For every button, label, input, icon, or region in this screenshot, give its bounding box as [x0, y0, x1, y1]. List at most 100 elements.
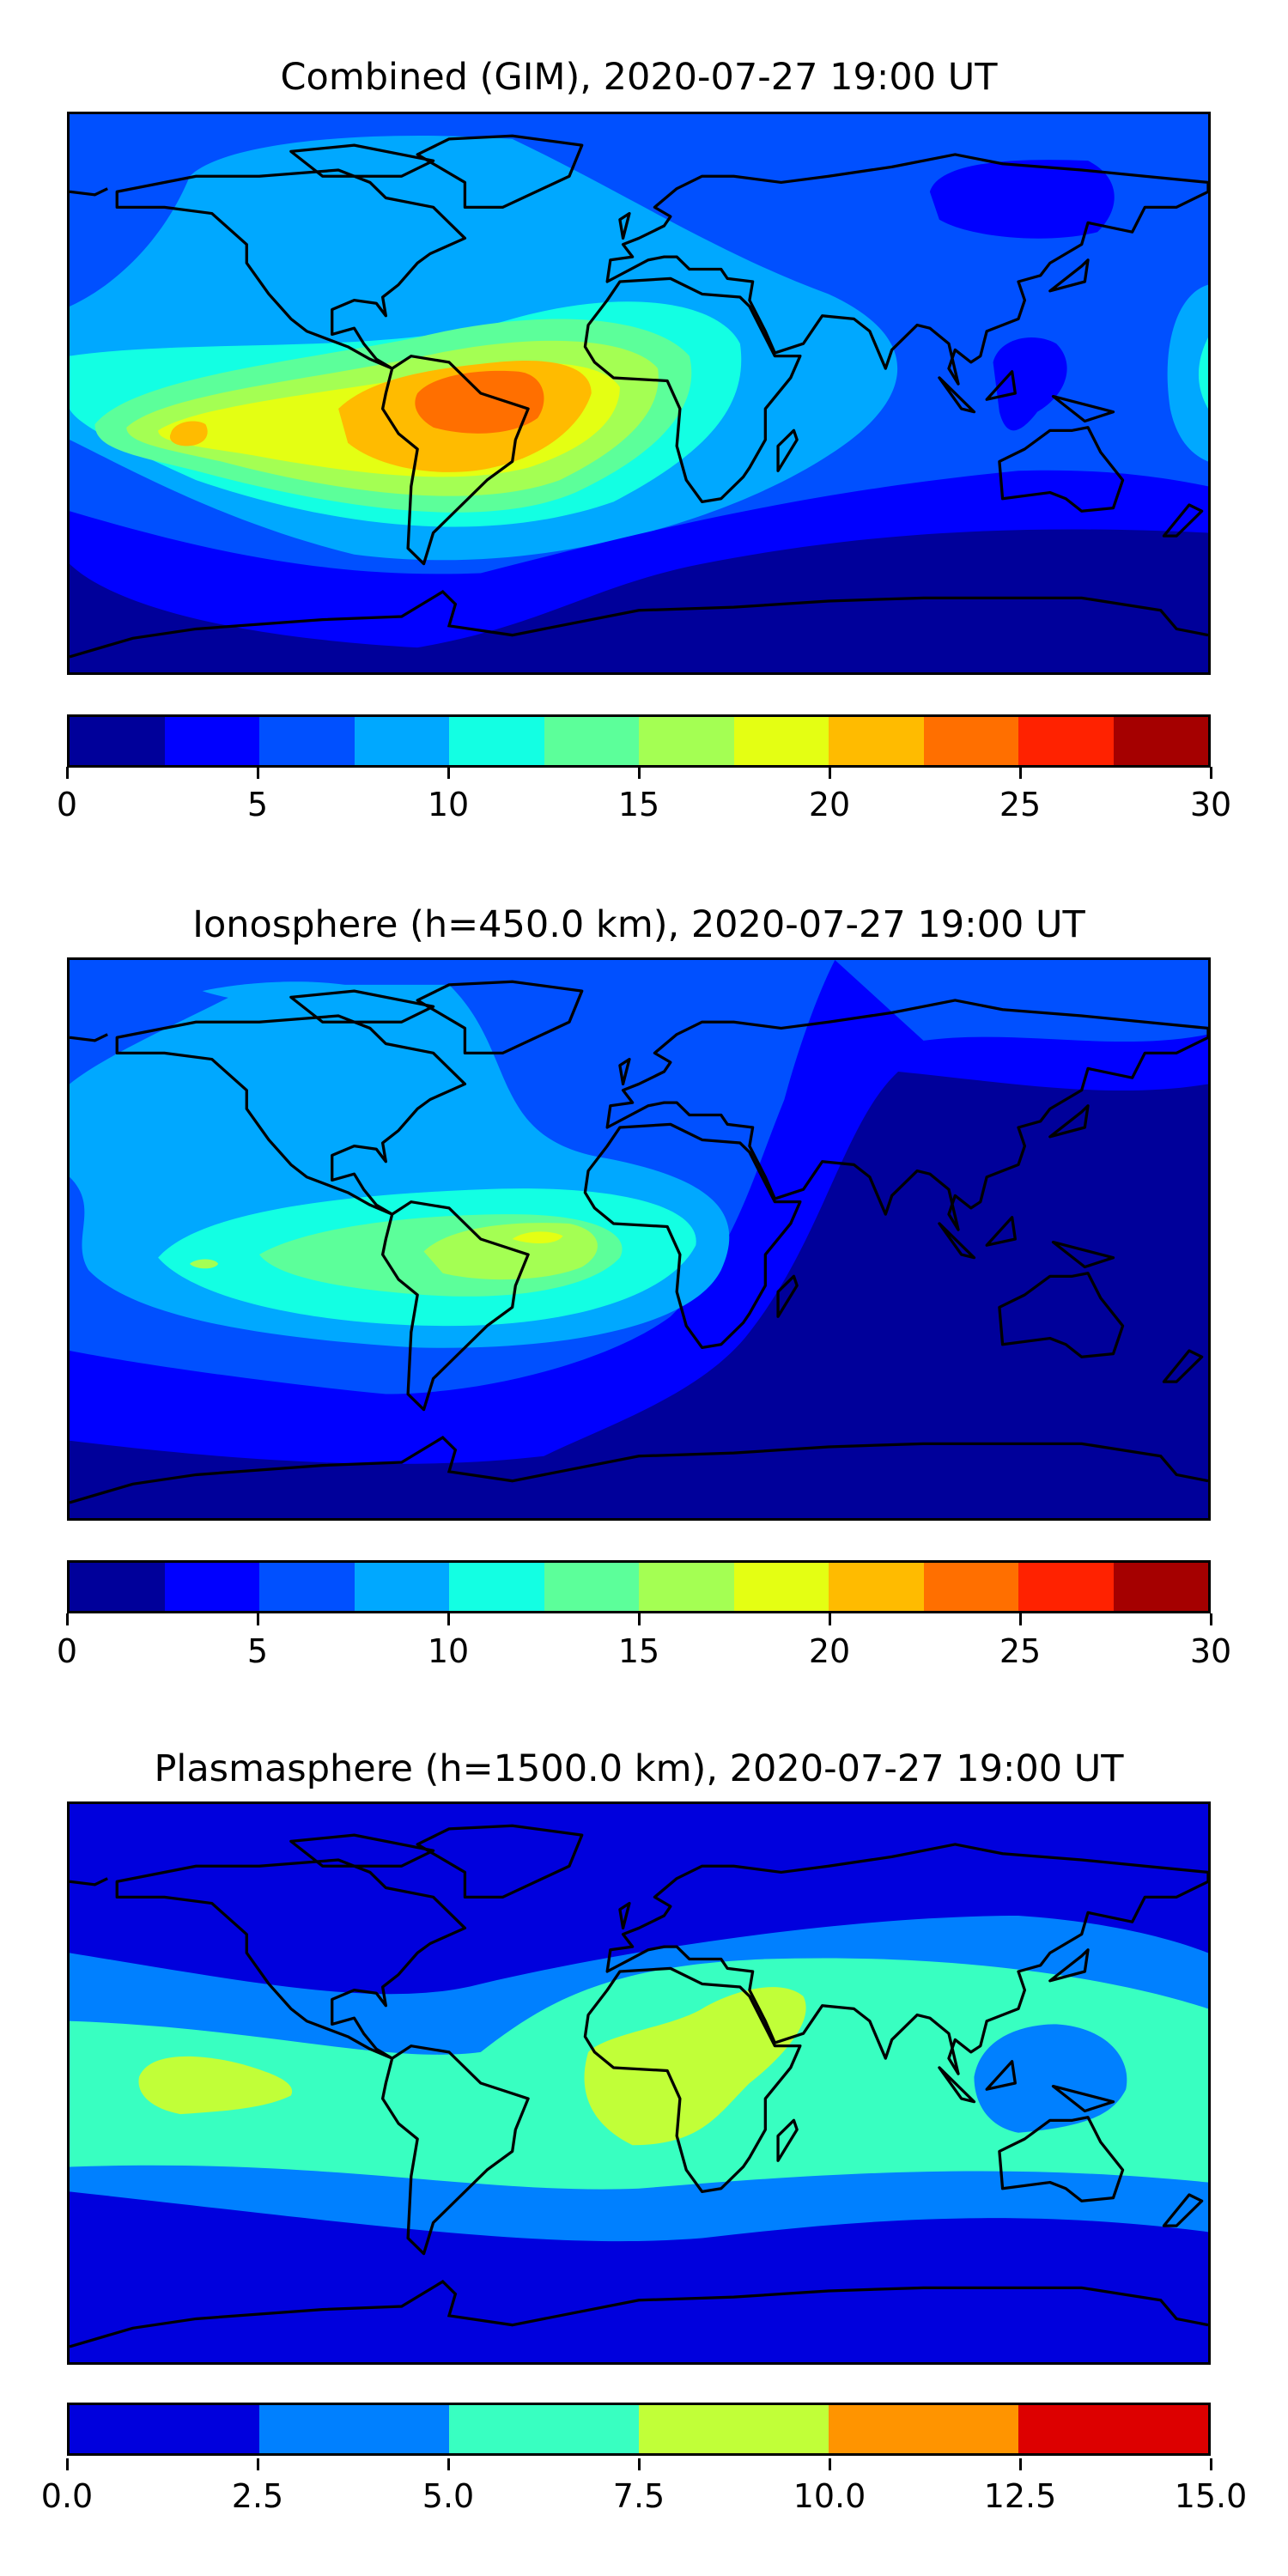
coastline	[416, 134, 584, 209]
map-ionosphere	[67, 957, 1211, 1521]
coastline	[998, 426, 1125, 513]
contour-region-level-2	[835, 960, 1208, 1042]
colorbar-segment	[829, 717, 924, 765]
coastline	[938, 376, 976, 414]
coastline	[618, 211, 631, 240]
colorbar-segment	[70, 717, 165, 765]
colorbar-segment	[544, 1563, 639, 1611]
coastline	[289, 143, 435, 178]
coastline	[416, 980, 584, 1054]
colorbar-tick-mark	[1018, 767, 1022, 779]
colorbar-segment	[354, 717, 449, 765]
colorbar-segment	[1018, 2405, 1208, 2453]
coastline	[289, 1833, 435, 1868]
colorbar-tick-mark	[637, 767, 641, 779]
contour-region-level-3	[202, 981, 370, 1005]
panel-title-plasmasphere: Plasmasphere (h=1500.0 km), 2020-07-27 1…	[154, 1747, 1124, 1790]
coastline	[115, 168, 467, 370]
colorbar-ticks-plasmasphere: 0.0 2.5 5.0 7.5 10.0 12.5 15.0	[41, 2458, 1247, 2518]
contour-region-level-1	[993, 337, 1067, 431]
contour-map-combined	[70, 114, 1208, 672]
colorbar-tick-label: 5.0	[422, 2477, 475, 2515]
coastline	[1051, 394, 1115, 423]
colorbar-tick-label: 0	[56, 1632, 78, 1670]
colorbar-tick-mark	[447, 1613, 450, 1625]
coastline	[1048, 258, 1090, 293]
colorbar-segment	[164, 1563, 259, 1611]
colorbar-tick-label: 7.5	[612, 2477, 665, 2515]
coastline	[583, 276, 802, 504]
colorbar-tick-label: 0.0	[40, 2477, 94, 2515]
colorbar-plasmasphere	[67, 2403, 1211, 2456]
colorbar-segment	[259, 1563, 355, 1611]
colorbar-tick-label: 15	[617, 786, 660, 823]
coastline	[776, 2118, 799, 2162]
coastline	[70, 590, 1208, 659]
coastline	[618, 1901, 631, 1930]
coastline	[70, 2280, 1208, 2348]
colorbar-segment	[449, 2405, 639, 2453]
contour-region-level-3	[1167, 284, 1208, 462]
colorbar-tick-mark	[256, 2458, 259, 2470]
colorbar-tick-label: 25	[999, 1632, 1042, 1670]
coastline	[70, 187, 108, 197]
colorbar-ticks-combined: 0 5 10 15 20 25 30	[57, 767, 1231, 827]
colorbar-segment	[639, 2405, 829, 2453]
coastline	[416, 1824, 584, 1899]
colorbar-tick-mark	[1209, 2458, 1212, 2470]
colorbar-tick-mark	[1209, 767, 1212, 779]
map-plasmasphere	[67, 1801, 1211, 2365]
coastline	[1048, 1104, 1090, 1139]
colorbar-tick-label: 10	[427, 1632, 470, 1670]
coastline	[605, 999, 1208, 1231]
colorbar-combined	[67, 714, 1211, 768]
map-combined	[67, 112, 1211, 675]
coastline	[380, 1200, 530, 1412]
colorbar-tick-mark	[447, 2458, 450, 2470]
colorbar-segment	[923, 717, 1018, 765]
colorbar-tick-label: 10	[427, 786, 470, 823]
colorbar-segment	[829, 1563, 924, 1611]
colorbar-segment	[1113, 1563, 1208, 1611]
coastline	[70, 1877, 108, 1886]
colorbar-segment	[1018, 717, 1114, 765]
coastline	[938, 1222, 976, 1260]
coastline	[70, 1436, 1208, 1504]
colorbar-tick-label: 15.0	[1174, 2477, 1248, 2515]
coastline	[115, 1014, 467, 1216]
colorbar-segment	[639, 1563, 734, 1611]
colorbar-tick-mark	[828, 2458, 831, 2470]
colorbar-tick-label: 25	[999, 786, 1042, 823]
coastline	[1051, 1240, 1115, 1269]
colorbar-segment	[1113, 717, 1208, 765]
contour-region-level-3	[138, 2056, 293, 2115]
colorbar-segment	[829, 2405, 1018, 2453]
colorbar-tick-mark	[637, 1613, 641, 1625]
colorbar-segment	[449, 717, 544, 765]
colorbar-tick-mark	[828, 1613, 831, 1625]
colorbar-segment	[923, 1563, 1018, 1611]
colorbar-segment	[70, 2405, 259, 2453]
coastline	[776, 428, 799, 472]
coastline	[380, 355, 530, 566]
coastline	[1162, 2193, 1204, 2227]
colorbar-tick-label: 30	[1189, 1632, 1232, 1670]
colorbar-segment	[259, 2405, 449, 2453]
colorbar-tick-label: 5	[246, 786, 269, 823]
contour-region-level-1	[929, 160, 1115, 239]
contour-region-level-3	[584, 1987, 806, 2146]
colorbar-segment	[70, 1563, 165, 1611]
colorbar-tick-mark	[65, 2458, 69, 2470]
colorbar-tick-label: 20	[808, 1632, 851, 1670]
colorbar-tick-label: 20	[808, 786, 851, 823]
colorbar-segment	[164, 717, 259, 765]
coastline	[115, 1858, 467, 2060]
contour-region-level-0	[70, 529, 1208, 672]
panel-title-combined: Combined (GIM), 2020-07-27 19:00 UT	[280, 56, 998, 99]
colorbar-tick-mark	[256, 767, 259, 779]
contour-map-plasmasphere	[70, 1804, 1208, 2362]
colorbar-tick-mark	[256, 1613, 259, 1625]
coastline	[605, 153, 1208, 386]
panel-title-ionosphere: Ionosphere (h=450.0 km), 2020-07-27 19:0…	[192, 903, 1085, 946]
colorbar-tick-mark	[1018, 1613, 1022, 1625]
